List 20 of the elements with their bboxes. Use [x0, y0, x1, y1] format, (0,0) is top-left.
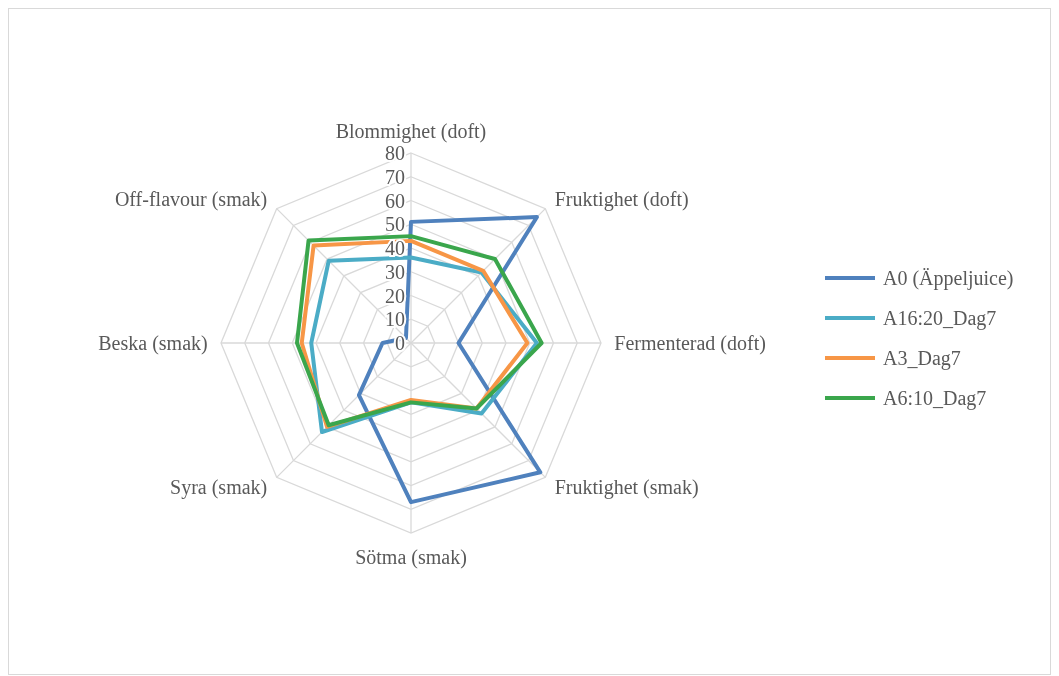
y-tick-label: 70 [385, 165, 405, 188]
spoke-label: Fruktighet (smak) [554, 475, 699, 499]
legend-label: A0 (Äppeljuice) [883, 267, 1014, 290]
y-tick-label: 60 [385, 189, 405, 212]
legend-label: A3_Dag7 [883, 347, 961, 370]
y-tick-label: 80 [385, 142, 405, 164]
y-tick-label: 20 [385, 284, 405, 307]
spoke-label: Beska (smak) [98, 332, 208, 355]
legend-label: A16:20_Dag7 [883, 307, 997, 330]
spoke-label: Off-flavour (smak) [114, 188, 268, 212]
y-tick-label: 30 [385, 260, 405, 283]
legend-label: A6:10_Dag7 [883, 387, 987, 410]
spoke-label: Blommighet (doft) [335, 119, 487, 143]
spoke-label: Fruktighet (doft) [554, 188, 689, 212]
y-tick-label: 10 [385, 308, 405, 331]
spoke-label: Sötma (smak) [355, 546, 467, 570]
spoke-label: Fermenterad (doft) [614, 332, 766, 355]
spoke-label: Syra (smak) [170, 475, 268, 499]
y-tick-label: 50 [385, 213, 405, 236]
y-tick-label: 40 [385, 237, 405, 259]
